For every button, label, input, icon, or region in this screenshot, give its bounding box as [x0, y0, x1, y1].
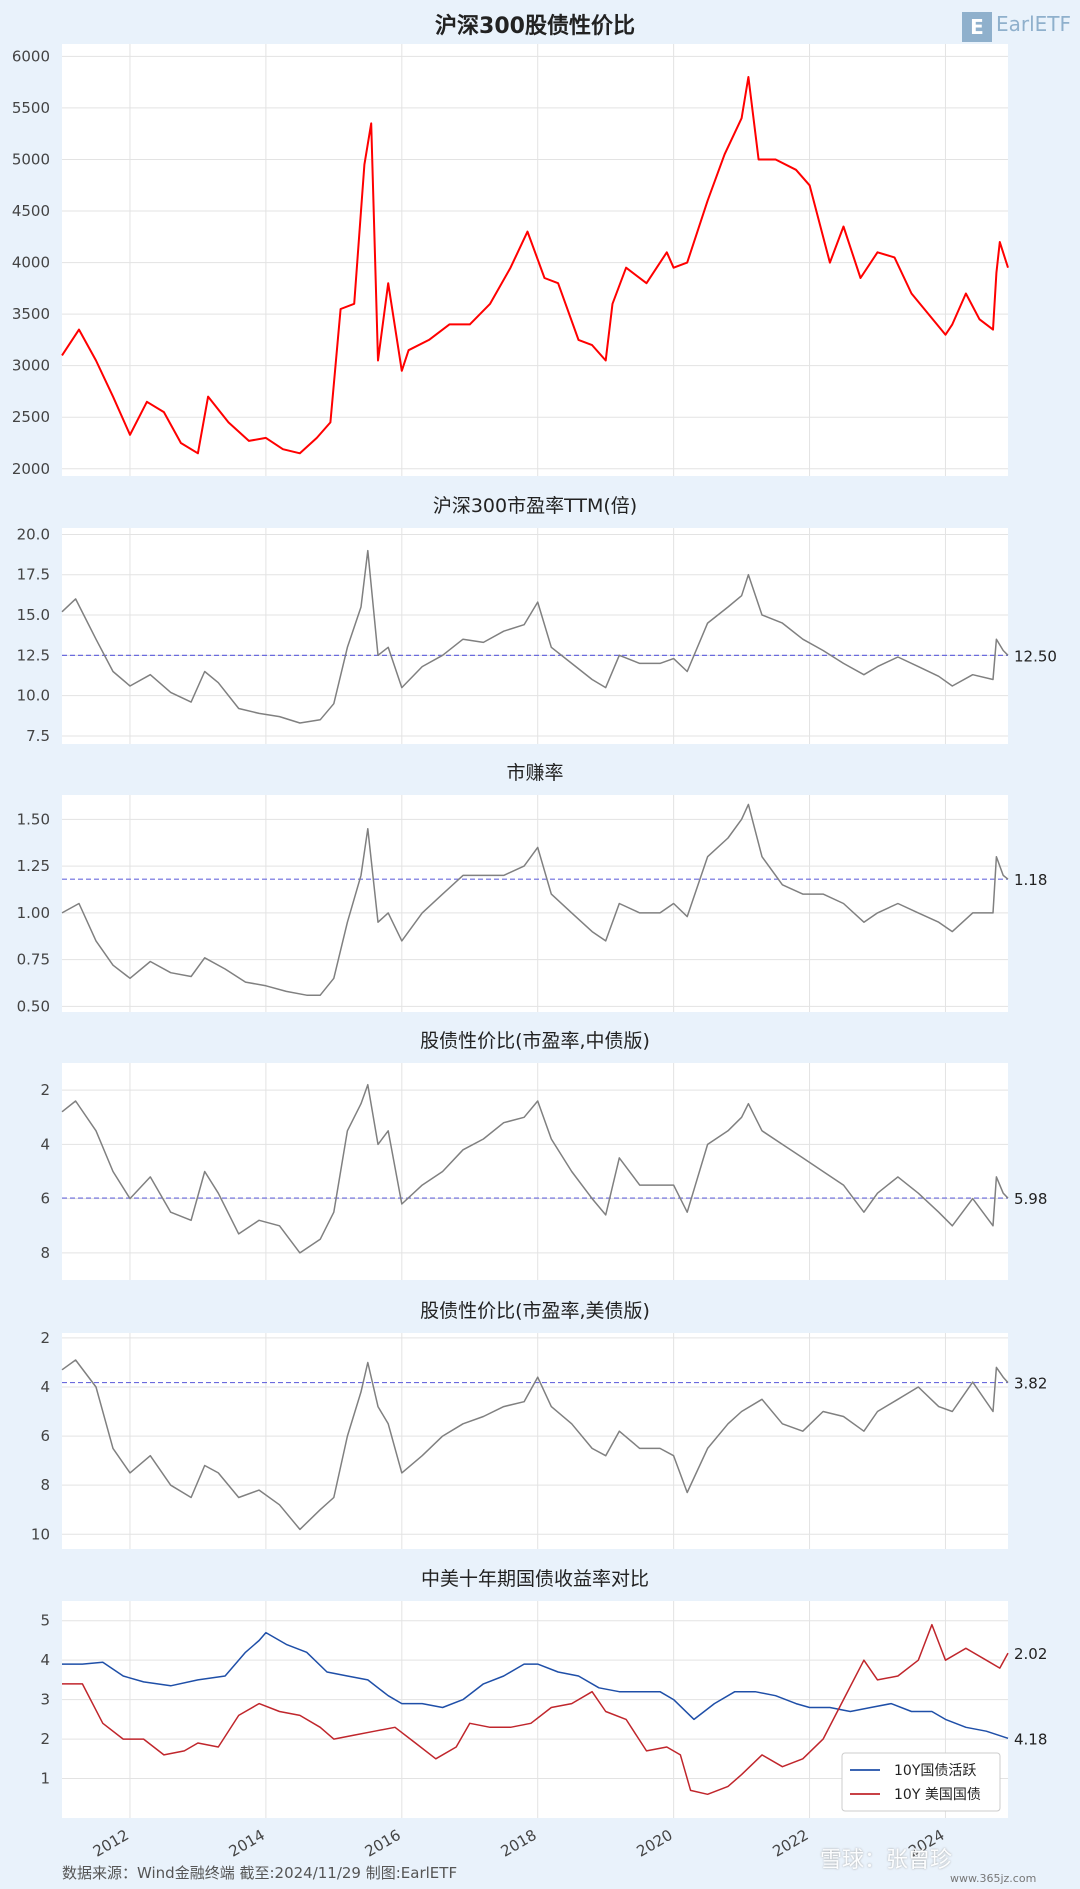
y-tick-label: 2 — [40, 1730, 50, 1748]
y-tick-label: 17.5 — [17, 566, 50, 584]
y-tick-label: 4 — [40, 1651, 50, 1669]
series-line-1 — [61, 76, 1009, 455]
y-tick-label: 2 — [40, 1081, 50, 1099]
chart-panel-6: 1 2 3 4 5 中美十年期国债收益率对比 4.18 2.02 10Y国债活跃 10Y 美国国债 — [40, 1568, 1047, 1818]
y-tick-label: 0.50 — [17, 997, 50, 1015]
chart-title: 沪深300股债性价比 — [435, 13, 635, 39]
reference-value-label: 5.98 — [1014, 1190, 1047, 1208]
x-tick-label: 2020 — [634, 1826, 676, 1861]
y-tick-label: 8 — [40, 1476, 50, 1494]
y-tick-label: 20.0 — [17, 525, 50, 543]
y-tick-label: 10.0 — [17, 687, 50, 705]
x-tick-label: 2012 — [90, 1826, 132, 1861]
x-tick-label: 2016 — [362, 1826, 404, 1861]
plot-area — [62, 795, 1008, 1012]
y-tick-label: 3000 — [12, 357, 50, 375]
reference-value-label: 12.50 — [1014, 647, 1057, 665]
chart-title: 中美十年期国债收益率对比 — [421, 1568, 649, 1590]
chart-panel-1: 2000 2500 3000 3500 4000 4500 5000 5500 6000 沪深30… — [12, 13, 1009, 478]
y-tick-label: 4500 — [12, 202, 50, 220]
y-tick-label: 12.5 — [17, 646, 50, 664]
series-line-1 — [61, 1083, 1009, 1254]
y-tick-label: 2000 — [12, 460, 50, 478]
y-tick-label: 6 — [40, 1190, 50, 1208]
series-end-label: 2.02 — [1014, 1645, 1047, 1663]
earletf-logo: E EarlETF — [962, 10, 1072, 44]
legend-label: 10Y 美国国债 — [894, 1787, 981, 1803]
y-tick-label: 6 — [40, 1427, 50, 1445]
series-line-1 — [61, 549, 1009, 724]
source-footer: 数据来源：Wind金融终端 截至:2024/11/29 制图:EarlETF — [62, 1864, 458, 1882]
chart-panel-5: 2 4 6 8 10 股债性价比(市盈率,美债版) 3.82 — [31, 1300, 1047, 1549]
y-tick-label: 5000 — [12, 150, 50, 168]
y-tick-label: 10 — [31, 1525, 50, 1543]
legend-label: 10Y国债活跃 — [894, 1763, 976, 1779]
logo-mark: E — [962, 12, 992, 42]
plot-area — [62, 528, 1008, 744]
x-tick-label: 2014 — [226, 1826, 268, 1861]
y-tick-label: 0.75 — [17, 951, 50, 969]
watermark-site: www.365jz.com — [950, 1872, 1037, 1885]
y-tick-label: 3 — [40, 1691, 50, 1709]
reference-value-label: 3.82 — [1014, 1375, 1047, 1393]
series-line-1 — [61, 803, 1009, 996]
y-tick-label: 1.50 — [17, 810, 50, 828]
series-line-1 — [61, 1359, 1009, 1531]
series-end-label: 4.18 — [1014, 1730, 1047, 1748]
x-tick-label: 2022 — [769, 1826, 811, 1861]
y-tick-label: 6000 — [12, 47, 50, 65]
legend-box — [841, 1752, 1001, 1812]
y-tick-label: 8 — [40, 1244, 50, 1262]
y-tick-label: 5500 — [12, 99, 50, 117]
chart-title: 股债性价比(市盈率,美债版) — [420, 1300, 650, 1322]
plot-area — [62, 44, 1008, 476]
chart-title: 沪深300市盈率TTM(倍) — [433, 495, 637, 517]
y-tick-label: 1.00 — [17, 904, 50, 922]
chart-title: 市赚率 — [506, 762, 563, 784]
y-tick-label: 1.25 — [17, 857, 50, 875]
y-tick-label: 4 — [40, 1135, 50, 1153]
chart-title: 股债性价比(市盈率,中债版) — [420, 1030, 650, 1052]
series-line-1 — [62, 1631, 1009, 1740]
y-tick-label: 7.5 — [26, 727, 50, 745]
y-tick-label: 15.0 — [17, 606, 50, 624]
plot-area — [62, 1333, 1008, 1549]
y-tick-label: 4000 — [12, 254, 50, 272]
x-tick-label: 2018 — [498, 1826, 540, 1861]
y-tick-label: 1 — [40, 1770, 50, 1788]
plot-area — [62, 1063, 1008, 1280]
y-tick-label: 2500 — [12, 408, 50, 426]
y-tick-label: 4 — [40, 1378, 50, 1396]
y-tick-label: 5 — [40, 1612, 50, 1630]
chart-panel-3: 0.50 0.75 1.00 1.25 1.50 市赚率 1.18 — [17, 762, 1048, 1015]
y-tick-label: 2 — [40, 1329, 50, 1347]
reference-value-label: 1.18 — [1014, 871, 1047, 889]
logo-text: EarlETF — [996, 12, 1072, 36]
chart-panel-2: 7.5 10.0 12.5 15.0 17.5 20.0 沪深300市盈率TTM(倍) 12.… — [17, 495, 1057, 745]
watermark: 雪球：张曾珍 — [820, 1848, 953, 1873]
y-tick-label: 3500 — [12, 305, 50, 323]
series-line-2 — [62, 1623, 1009, 1796]
chart-panel-4: 2 4 6 8 股债性价比(市盈率,中债版) 5.98 — [40, 1030, 1047, 1280]
